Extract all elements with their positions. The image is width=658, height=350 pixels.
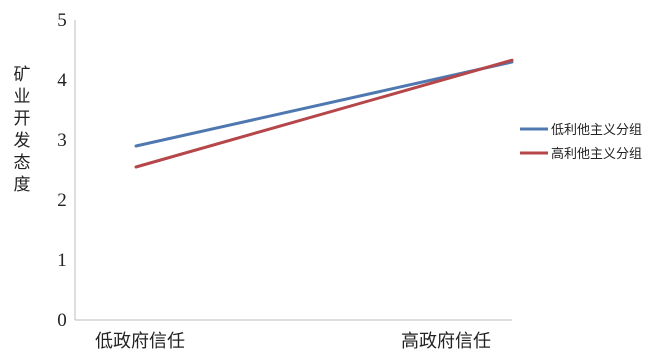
series-line-2 — [134, 58, 514, 169]
legend-label: 高利他主义分组 — [551, 146, 642, 162]
y-tick-label: 3 — [57, 130, 67, 151]
y-axis: 0 1 2 3 4 5 — [57, 10, 76, 331]
y-axis-label: 矿业开发态度 — [14, 65, 31, 195]
y-tick-label: 0 — [57, 310, 67, 331]
plot-series — [134, 58, 514, 169]
x-axis: 低政府信任 高政府信任 — [75, 319, 512, 350]
x-tick-label: 高政府信任 — [401, 331, 491, 350]
y-tick-label: 1 — [57, 250, 67, 271]
y-axis-title: 矿业开发态度 — [14, 65, 31, 195]
y-tick-label: 5 — [57, 10, 67, 31]
y-tick-label: 2 — [57, 190, 67, 211]
series-line-1 — [134, 60, 514, 148]
y-tick-label: 4 — [57, 70, 67, 91]
x-tick-label: 低政府信任 — [95, 331, 185, 350]
legend-label: 低利他主义分组 — [551, 123, 642, 138]
